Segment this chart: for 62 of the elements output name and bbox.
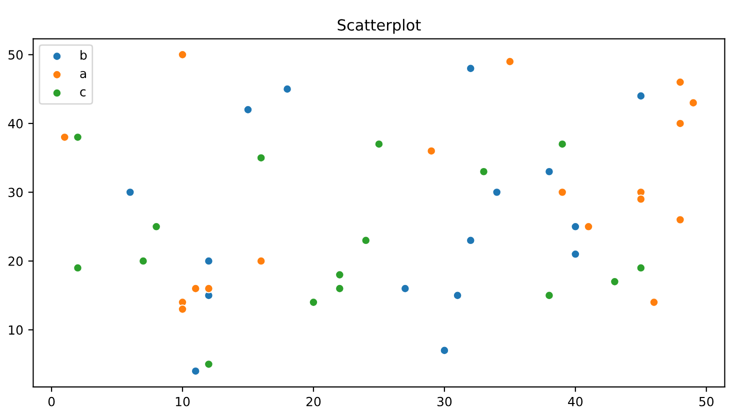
point	[636, 194, 646, 204]
x-tick-label: 50	[699, 396, 714, 406]
point	[256, 153, 266, 163]
point	[243, 105, 253, 114]
point	[466, 236, 476, 246]
point	[544, 166, 554, 176]
y-tick-label: 10	[8, 325, 23, 335]
point	[361, 236, 371, 246]
point	[282, 84, 292, 94]
point	[636, 263, 646, 273]
point	[190, 366, 200, 376]
point	[440, 346, 450, 356]
point	[400, 284, 410, 294]
point	[73, 263, 82, 273]
point	[204, 256, 214, 266]
point	[505, 56, 515, 66]
legend-label: b	[80, 50, 87, 60]
point	[676, 78, 685, 87]
point	[334, 270, 344, 280]
x-tick-label: 40	[568, 396, 583, 406]
legend-label: c	[80, 89, 86, 96]
point	[426, 146, 436, 156]
point	[256, 256, 266, 266]
point	[649, 298, 659, 307]
point	[374, 139, 384, 149]
y-tick-label: 20	[8, 256, 23, 266]
point	[452, 290, 462, 300]
point	[308, 298, 318, 307]
point	[204, 360, 214, 369]
chart-title: Scatterplot	[338, 18, 421, 34]
point	[190, 284, 200, 294]
point	[178, 50, 188, 60]
x-tick-label: 20	[306, 396, 321, 406]
point	[152, 222, 162, 232]
point	[688, 98, 698, 108]
point	[570, 249, 580, 259]
y-tick-label: 30	[8, 188, 23, 198]
x-tick-label: 10	[176, 396, 190, 406]
legend-label: a	[80, 70, 86, 78]
point	[178, 304, 188, 314]
point	[60, 132, 70, 142]
point	[334, 284, 344, 294]
point	[570, 222, 580, 232]
point	[479, 166, 488, 176]
y-tick-label: 50	[8, 50, 23, 60]
point	[466, 64, 476, 74]
point	[125, 188, 135, 197]
x-tick-label: 0	[48, 396, 55, 406]
point	[584, 222, 594, 232]
point	[636, 91, 646, 101]
x-tick-label: 30	[437, 396, 452, 406]
point	[676, 118, 685, 128]
point	[204, 284, 214, 294]
point	[610, 276, 620, 286]
point	[492, 188, 502, 197]
point	[558, 188, 568, 197]
point	[73, 132, 82, 142]
point	[138, 256, 148, 266]
point	[558, 139, 568, 149]
y-tick-label: 40	[8, 118, 23, 128]
point	[676, 215, 685, 224]
point	[544, 290, 554, 300]
